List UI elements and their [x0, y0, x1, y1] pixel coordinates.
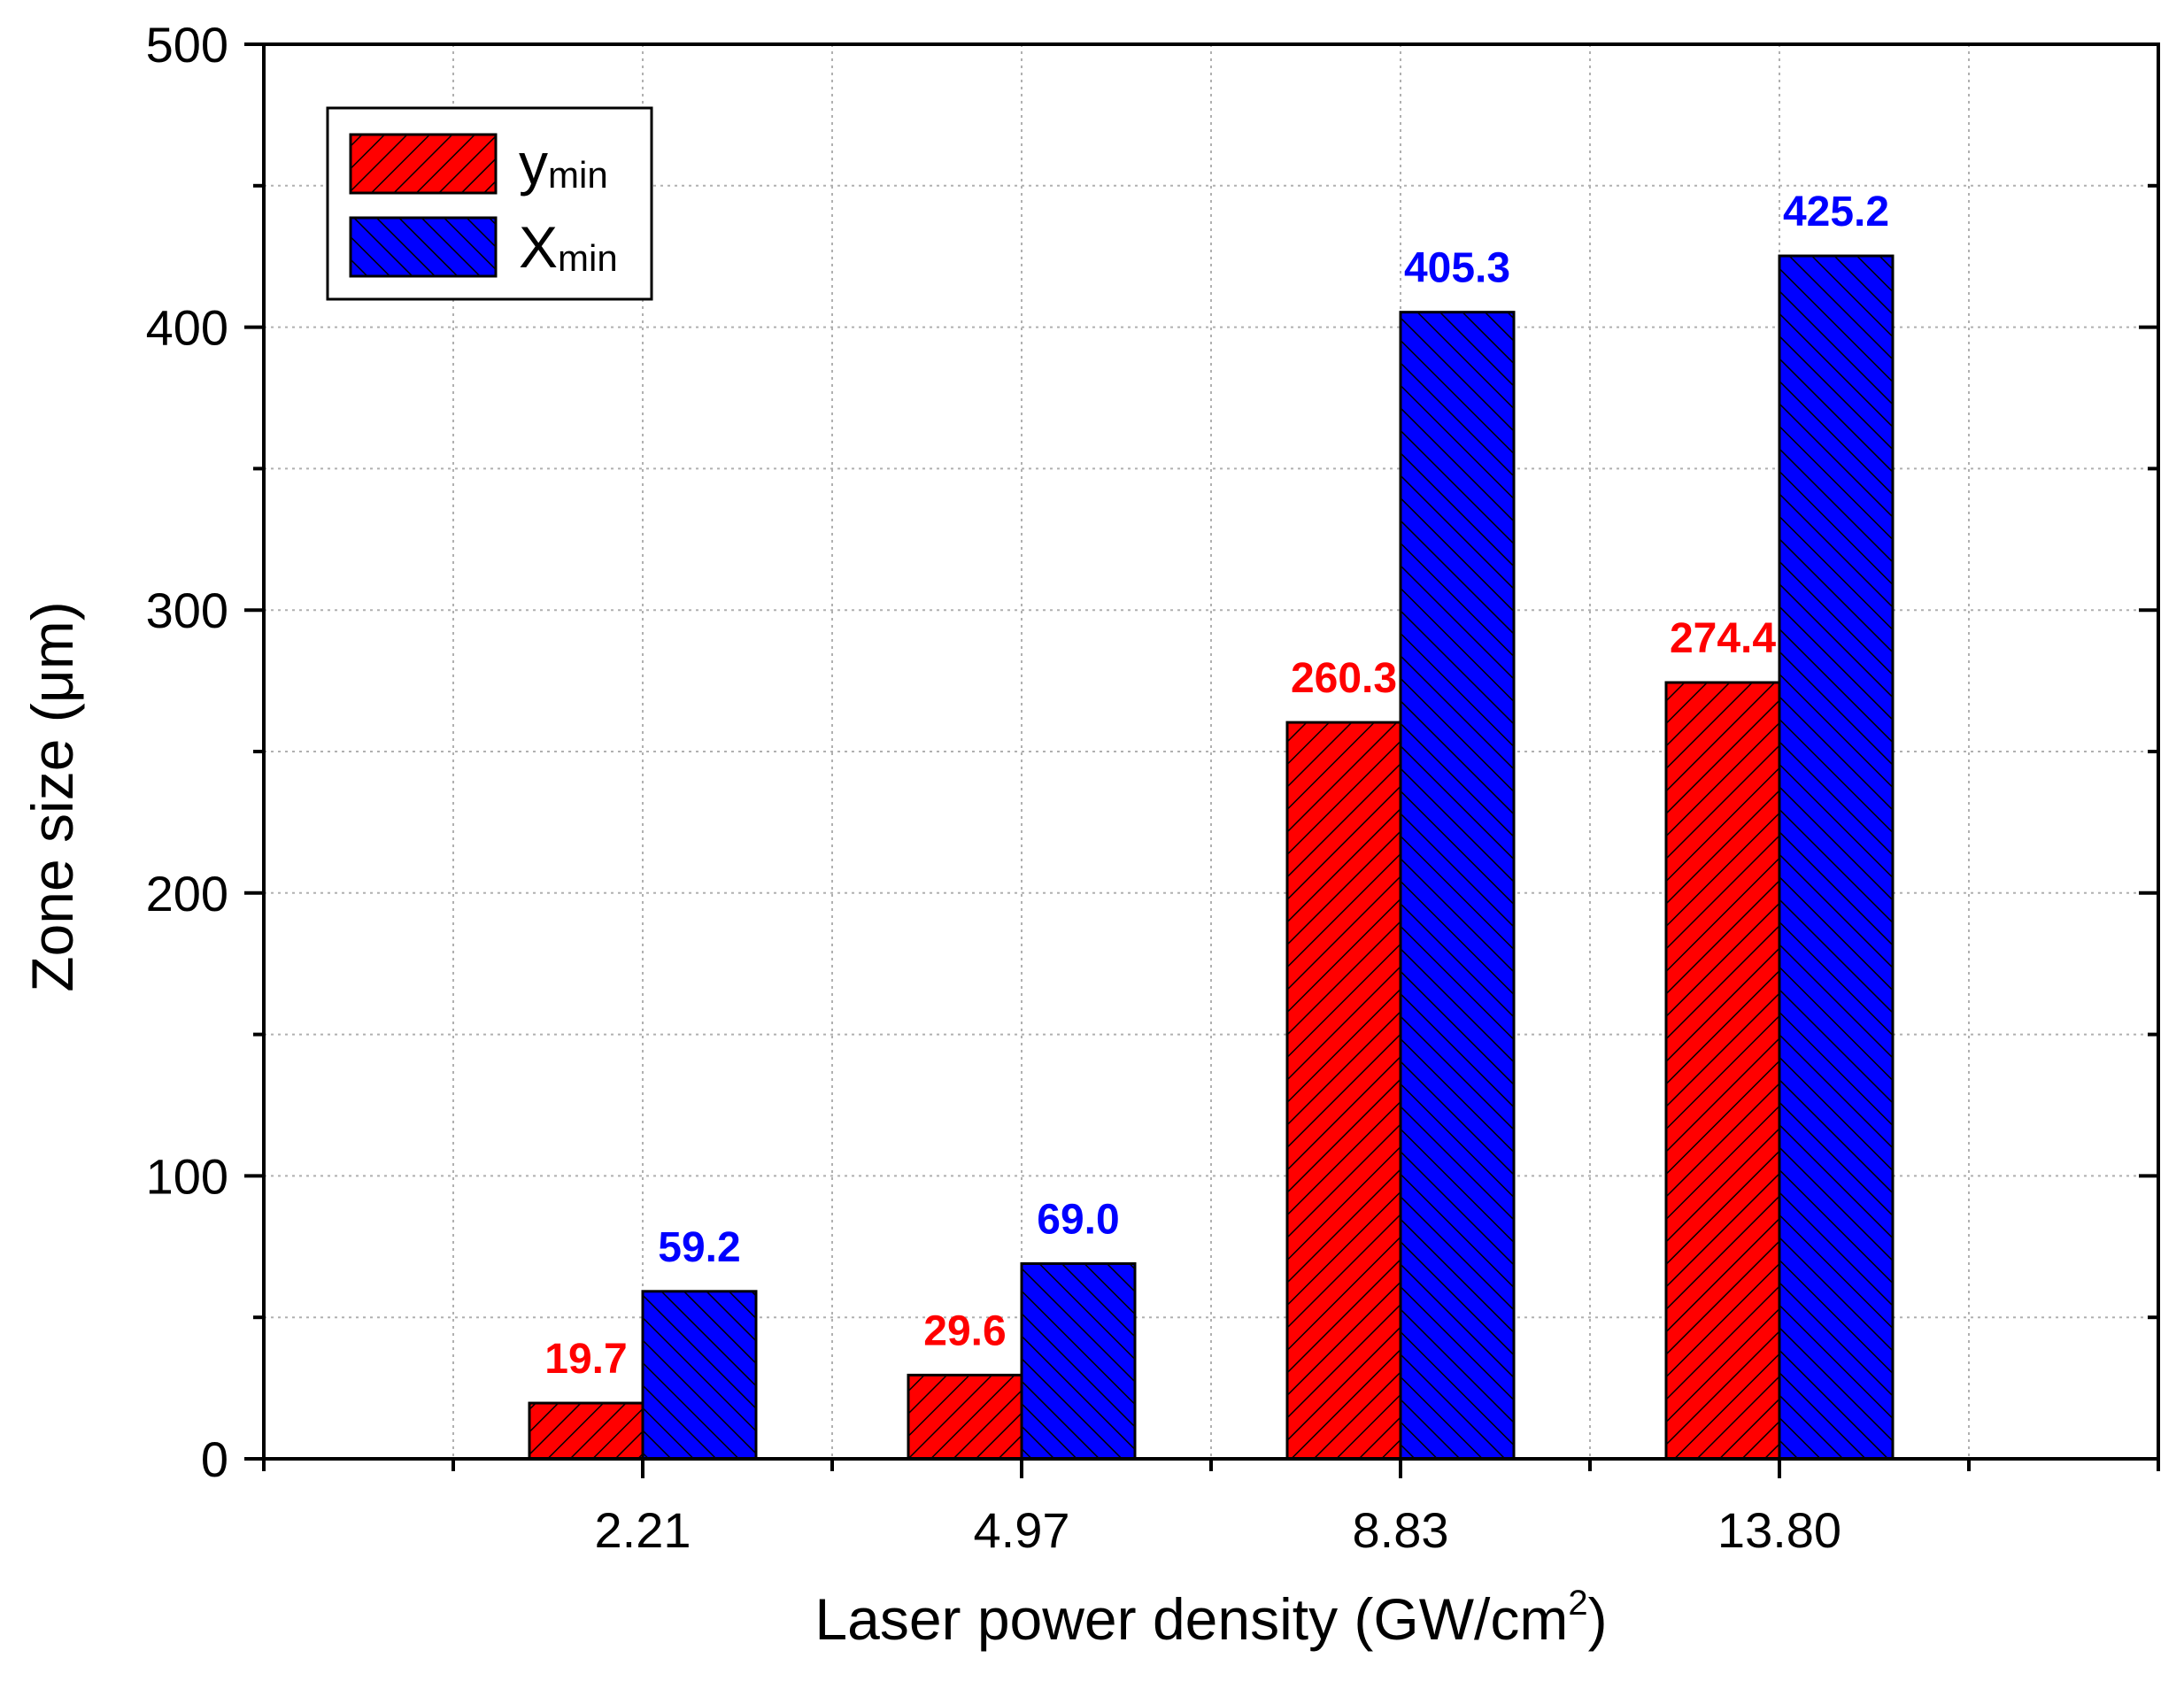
y-tick-label: 200: [146, 866, 228, 921]
bar-y-min-13.80: [1664, 681, 1781, 1461]
y-tick-label: 500: [146, 17, 228, 73]
y-tick-label: 300: [146, 582, 228, 638]
data-label-y-min-8.83: 260.3: [1291, 655, 1397, 702]
y-tick-label: 100: [146, 1148, 228, 1204]
bar-y-min-4.97: [907, 1373, 1023, 1461]
x-tick-label: 2.21: [595, 1502, 691, 1558]
y-tick-label: 400: [146, 300, 228, 356]
bar-x-min-2.21: [641, 1290, 758, 1461]
data-label-x-min-4.97: 69.0: [1037, 1196, 1119, 1243]
data-labels: 19.7 59.2 29.6 69.0 260.3 405.3 274.4 425.2: [544, 189, 1889, 1383]
legend-label-x-min: Xmin: [519, 214, 618, 280]
legend-swatch-x-min: [349, 216, 498, 278]
bar-y-min-8.83: [1285, 721, 1402, 1461]
data-label-x-min-2.21: 59.2: [658, 1224, 740, 1271]
x-tick-label: 4.97: [974, 1502, 1070, 1558]
bar-x-min-13.80: [1778, 254, 1895, 1461]
x-axis-title: Laser power density (GW/cm2): [814, 1584, 1607, 1652]
y-axis-title: Zone size (μm): [19, 601, 85, 991]
bar-x-min-4.97: [1020, 1261, 1137, 1461]
data-label-y-min-4.97: 29.6: [923, 1307, 1006, 1354]
x-tick-label: 13.80: [1717, 1502, 1841, 1558]
data-label-y-min-2.21: 19.7: [544, 1336, 627, 1383]
data-label-x-min-8.83: 405.3: [1404, 245, 1510, 292]
legend: ymin Xmin: [326, 106, 653, 301]
x-tick-label: 8.83: [1353, 1502, 1449, 1558]
bars: [528, 254, 1895, 1461]
legend-swatch-y-min: [349, 133, 498, 195]
data-label-x-min-13.80: 425.2: [1783, 189, 1889, 235]
axis-ticks: 0 100 200 300 400 500 2.21 4.97 8.83 13.80: [146, 17, 2160, 1558]
bar-y-min-2.21: [528, 1401, 644, 1461]
data-label-y-min-13.80: 274.4: [1670, 615, 1776, 662]
y-tick-label: 0: [201, 1431, 228, 1487]
legend-label-y-min: ymin: [519, 131, 608, 197]
bar-x-min-8.83: [1399, 311, 1516, 1461]
